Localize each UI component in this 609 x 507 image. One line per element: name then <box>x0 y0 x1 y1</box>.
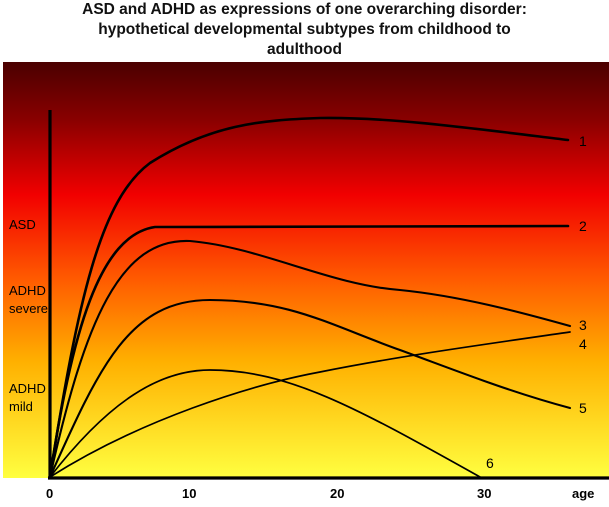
curve-5 <box>48 298 572 479</box>
curve-1 <box>48 116 570 479</box>
y-label-adhd-mild-line1: ADHD <box>9 381 46 396</box>
curve-label-5: 5 <box>579 400 587 416</box>
curve-4 <box>49 331 571 478</box>
curve-label-6: 6 <box>486 455 494 471</box>
curve-label-3: 3 <box>579 317 587 333</box>
x-tick-0: 0 <box>46 486 53 501</box>
y-label-asd: ASD <box>9 217 36 232</box>
title-line-2: hypothetical developmental subtypes from… <box>98 21 511 38</box>
title-line-1: ASD and ADHD as expressions of one overa… <box>82 1 527 18</box>
curve-2 <box>48 224 570 479</box>
curve-label-4: 4 <box>579 336 587 352</box>
y-label-adhd-mild-line2: mild <box>9 399 33 414</box>
curve-label-2: 2 <box>579 218 587 234</box>
curve-6 <box>49 369 481 478</box>
y-label-adhd-severe-line2: severe <box>9 301 48 316</box>
x-tick-30: 30 <box>477 486 491 501</box>
title-line-3: adulthood <box>267 41 342 58</box>
x-axis-label: age <box>572 486 594 501</box>
curve-3 <box>48 239 572 479</box>
x-tick-20: 20 <box>330 486 344 501</box>
figure-title: ASD and ADHD as expressions of one overa… <box>0 0 609 60</box>
curve-label-1: 1 <box>579 133 587 149</box>
y-label-adhd-severe-line1: ADHD <box>9 283 46 298</box>
x-tick-10: 10 <box>182 486 196 501</box>
